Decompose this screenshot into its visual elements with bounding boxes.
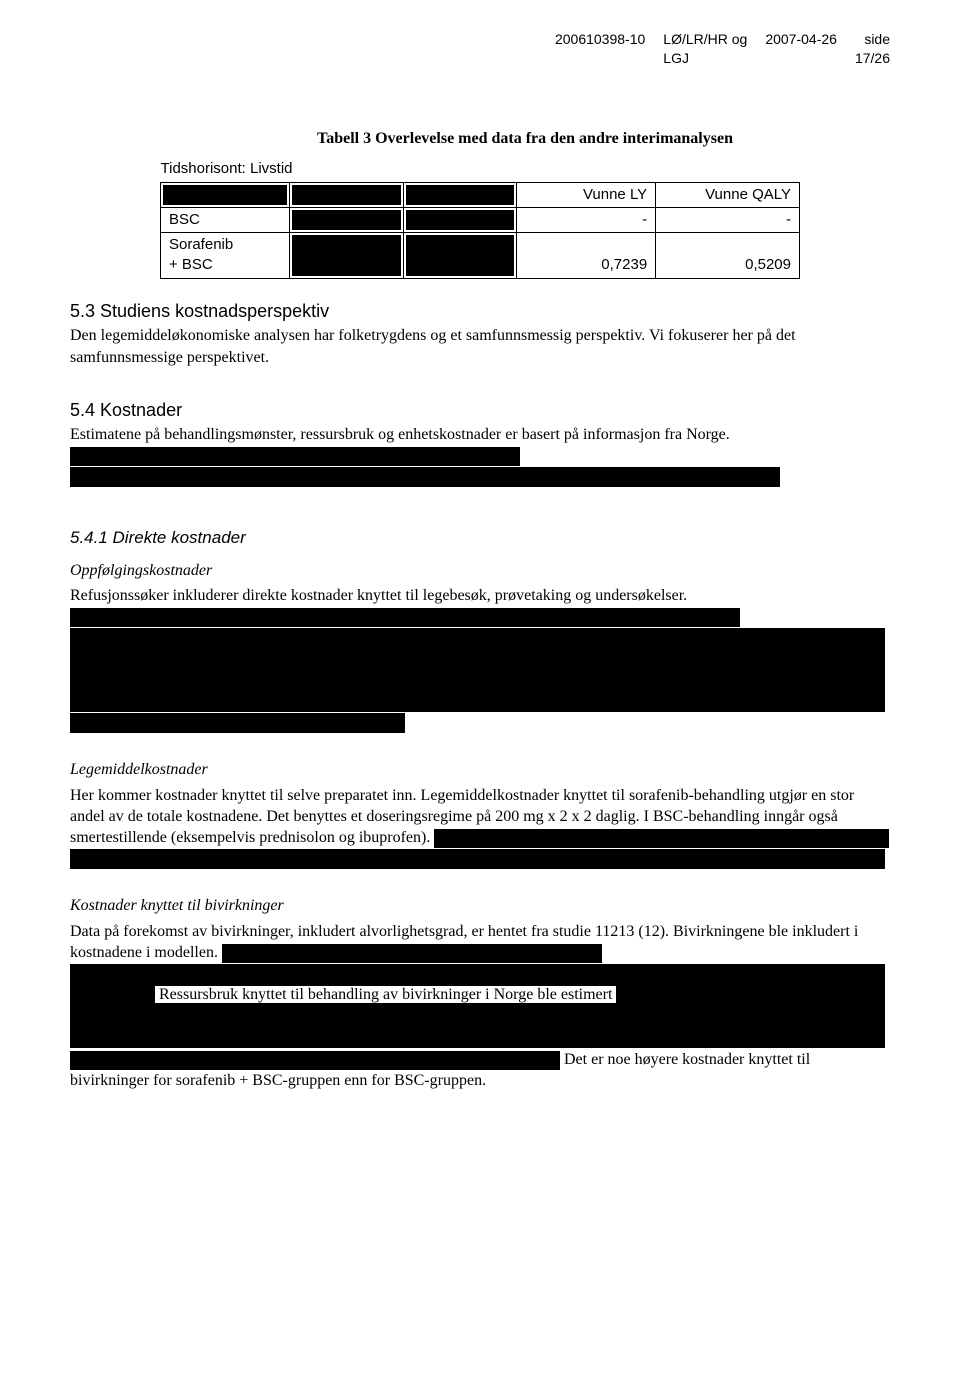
redacted-cell xyxy=(290,233,404,279)
para-legemiddel: Her kommer kostnader knyttet til selve p… xyxy=(70,785,890,869)
redacted-cell xyxy=(403,182,517,207)
redaction-block xyxy=(70,849,885,869)
table-row: BSC - - xyxy=(161,207,800,232)
redaction-inline xyxy=(70,1051,560,1070)
heading-5-4: 5.4 Kostnader xyxy=(70,398,890,422)
redacted-cell xyxy=(403,207,517,232)
table-horizon: Tidshorisont: Livstid xyxy=(161,157,800,182)
para-5-4: Estimatene på behandlingsmønster, ressur… xyxy=(70,424,890,486)
redaction-block-with-highlight: Ressursbruk knyttet til behandling av bi… xyxy=(70,964,885,1048)
redaction-block xyxy=(70,467,780,487)
para-oppfolging-text: Refusjonssøker inkluderer direkte kostna… xyxy=(70,587,687,604)
table-row: Sorafenib + BSC 0,7239 0,5209 xyxy=(161,233,800,279)
cell-value: 0,5209 xyxy=(656,233,800,279)
doc-id: 200610398-10 xyxy=(555,31,645,47)
redaction-prefix xyxy=(70,985,155,1005)
cell-value: - xyxy=(517,207,656,232)
codes-line-2: LGJ xyxy=(663,49,747,68)
col-vunne-qaly: Vunne QALY xyxy=(656,182,800,207)
table-header-row: Vunne LY Vunne QALY xyxy=(161,182,800,207)
redaction-inline xyxy=(434,829,889,848)
header-codes: LØ/LR/HR og LGJ xyxy=(663,30,747,68)
redaction-inline xyxy=(222,944,602,963)
table-3-wrap: Tabell 3 Overlevelse med data fra den an… xyxy=(70,128,890,279)
redaction-block xyxy=(70,628,885,712)
para-bivirkninger-tail: Det er noe høyere kostnader knyttet til … xyxy=(70,1049,890,1091)
redacted-cell xyxy=(403,233,517,279)
date: 2007-04-26 xyxy=(765,31,837,47)
para-5-4-text: Estimatene på behandlingsmønster, ressur… xyxy=(70,426,730,443)
page-number: 17/26 xyxy=(855,49,890,68)
para-bivirkninger: Data på forekomst av bivirkninger, inklu… xyxy=(70,921,890,1091)
redaction-inline xyxy=(70,608,740,627)
heading-5-3: 5.3 Studiens kostnadsperspektiv xyxy=(70,299,890,323)
para-oppfolging: Refusjonssøker inkluderer direkte kostna… xyxy=(70,585,890,733)
cell-value: 0,7239 xyxy=(517,233,656,279)
row-label-bsc: BSC xyxy=(161,207,290,232)
redaction-line xyxy=(70,965,885,985)
redaction-inline xyxy=(70,447,520,466)
header-doc-id: 200610398-10 xyxy=(555,30,645,68)
col-vunne-ly: Vunne LY xyxy=(517,182,656,207)
highlight-tail: Det er noe høyere kostnader knyttet xyxy=(560,1051,793,1068)
row-label-sorafenib: Sorafenib + BSC xyxy=(161,233,290,279)
redaction-line xyxy=(70,1005,885,1047)
heading-5-4-1: 5.4.1 Direkte kostnader xyxy=(70,527,890,550)
codes-line-1: LØ/LR/HR og xyxy=(663,30,747,49)
table-caption: Tabell 3 Overlevelse med data fra den an… xyxy=(160,128,890,150)
redaction-suffix xyxy=(616,985,686,1005)
subheading-oppfolging: Oppfølgingskostnader xyxy=(70,560,890,582)
table-3: Tidshorisont: Livstid Vunne LY Vunne QAL… xyxy=(160,157,800,278)
page-header: 200610398-10 LØ/LR/HR og LGJ 2007-04-26 … xyxy=(70,30,890,68)
header-date: 2007-04-26 xyxy=(765,30,837,68)
redacted-cell xyxy=(290,182,404,207)
redacted-cell xyxy=(290,207,404,232)
header-page: side 17/26 xyxy=(855,30,890,68)
subheading-legemiddel: Legemiddelkostnader xyxy=(70,759,890,781)
side-label: side xyxy=(855,30,890,49)
row2-label-a: Sorafenib xyxy=(169,236,233,253)
highlight-ressursbruk: Ressursbruk knyttet til behandling av bi… xyxy=(155,986,616,1003)
subheading-bivirkninger: Kostnader knyttet til bivirkninger xyxy=(70,895,890,917)
para-5-3: Den legemiddeløkonomiske analysen har fo… xyxy=(70,325,890,368)
row2-label-b: + BSC xyxy=(169,256,213,273)
redaction-block xyxy=(70,713,405,733)
cell-value: - xyxy=(656,207,800,232)
redacted-cell xyxy=(161,182,290,207)
